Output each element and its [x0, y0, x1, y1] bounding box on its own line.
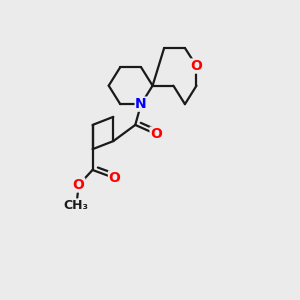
- Text: O: O: [150, 127, 162, 141]
- Text: O: O: [73, 178, 85, 192]
- Text: O: O: [190, 59, 202, 73]
- Text: O: O: [109, 171, 120, 185]
- Text: N: N: [135, 97, 147, 111]
- Text: CH₃: CH₃: [64, 199, 89, 212]
